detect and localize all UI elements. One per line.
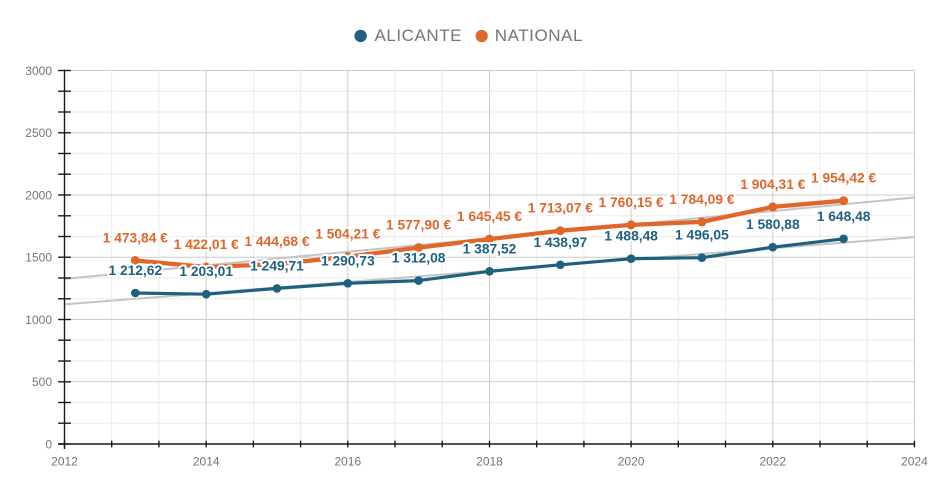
svg-text:1 760,15 €: 1 760,15 € xyxy=(598,195,664,210)
svg-text:1 422,01 €: 1 422,01 € xyxy=(174,237,240,252)
svg-text:2018: 2018 xyxy=(476,455,503,469)
svg-text:1 438,97: 1 438,97 xyxy=(533,235,587,250)
svg-text:1 784,09 €: 1 784,09 € xyxy=(669,192,735,207)
svg-text:1 444,68 €: 1 444,68 € xyxy=(244,234,310,249)
svg-text:1 312,08: 1 312,08 xyxy=(392,251,446,266)
svg-text:1 580,88: 1 580,88 xyxy=(746,217,800,232)
svg-text:1 488,48: 1 488,48 xyxy=(604,229,658,244)
svg-text:1 203,01: 1 203,01 xyxy=(179,264,233,279)
svg-text:1 496,05: 1 496,05 xyxy=(675,228,729,243)
svg-text:1 290,73: 1 290,73 xyxy=(321,253,375,268)
svg-text:1 212,62: 1 212,62 xyxy=(108,263,162,278)
svg-text:2012: 2012 xyxy=(51,455,78,469)
svg-text:NATIONAL: NATIONAL xyxy=(495,26,583,45)
svg-text:1 387,52: 1 387,52 xyxy=(463,241,517,256)
svg-text:0: 0 xyxy=(45,437,52,451)
svg-text:1000: 1000 xyxy=(25,313,52,327)
svg-text:2000: 2000 xyxy=(25,188,52,202)
svg-text:2016: 2016 xyxy=(334,455,361,469)
svg-text:2022: 2022 xyxy=(759,455,786,469)
svg-text:500: 500 xyxy=(32,375,52,389)
svg-text:1 904,31 €: 1 904,31 € xyxy=(740,177,806,192)
svg-text:3000: 3000 xyxy=(25,64,52,78)
svg-text:1 249,71: 1 249,71 xyxy=(250,258,304,273)
svg-text:1 645,45 €: 1 645,45 € xyxy=(457,209,523,224)
svg-text:1 648,48: 1 648,48 xyxy=(817,209,871,224)
svg-text:1 577,90 €: 1 577,90 € xyxy=(386,218,452,233)
svg-text:1500: 1500 xyxy=(25,251,52,265)
svg-text:ALICANTE: ALICANTE xyxy=(375,26,463,45)
svg-text:2500: 2500 xyxy=(25,126,52,140)
svg-text:1 954,42 €: 1 954,42 € xyxy=(811,171,877,186)
svg-text:1 713,07 €: 1 713,07 € xyxy=(528,201,594,216)
svg-text:2014: 2014 xyxy=(193,455,220,469)
svg-text:1 473,84 €: 1 473,84 € xyxy=(103,231,169,246)
svg-text:2024: 2024 xyxy=(901,455,928,469)
svg-text:1 504,21 €: 1 504,21 € xyxy=(315,227,381,242)
svg-text:2020: 2020 xyxy=(618,455,645,469)
